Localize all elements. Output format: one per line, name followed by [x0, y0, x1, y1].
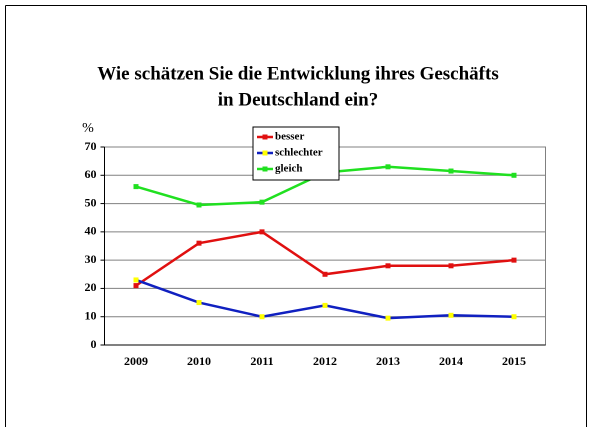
y-tick-label: 50	[85, 195, 97, 209]
x-tick-label: 2015	[502, 354, 526, 368]
point-marker	[133, 184, 139, 190]
point-marker	[196, 202, 202, 208]
point-marker	[196, 240, 202, 246]
x-tick-label: 2013	[376, 354, 400, 368]
legend-label: gleich	[275, 163, 303, 175]
point-marker	[322, 302, 328, 308]
point-marker	[259, 199, 265, 205]
legend-marker	[262, 166, 268, 172]
y-tick-label: 0	[91, 337, 97, 351]
chart-subtitle: in Deutschland ein?	[218, 89, 378, 110]
point-marker	[322, 271, 328, 277]
x-tick-label: 2014	[439, 354, 463, 368]
y-tick-label: 30	[85, 252, 97, 266]
y-tick-label: 40	[85, 224, 97, 238]
point-marker	[448, 263, 454, 269]
legend-marker	[262, 134, 268, 140]
point-marker	[133, 277, 139, 283]
y-tick-label: 60	[85, 167, 97, 181]
y-tick-label: 20	[85, 280, 97, 294]
chart-title: Wie schätzen Sie die Entwicklung ihres G…	[97, 63, 498, 84]
point-marker	[511, 172, 517, 178]
legend-marker	[262, 150, 268, 156]
point-marker	[385, 263, 391, 269]
x-tick-label: 2009	[124, 354, 148, 368]
point-marker	[259, 314, 265, 320]
x-tick-label: 2011	[250, 354, 273, 368]
point-marker	[196, 300, 202, 306]
x-tick-label: 2012	[313, 354, 337, 368]
point-marker	[133, 283, 139, 289]
point-marker	[385, 315, 391, 321]
legend-label: schlechter	[275, 147, 323, 159]
y-tick-label: 10	[85, 308, 97, 322]
point-marker	[259, 229, 265, 235]
x-tick-label: 2010	[187, 354, 211, 368]
point-marker	[385, 164, 391, 170]
point-marker	[448, 312, 454, 318]
y-axis-label: %	[82, 121, 94, 136]
point-marker	[448, 168, 454, 174]
legend-label: besser	[275, 131, 304, 143]
point-marker	[511, 314, 517, 320]
point-marker	[511, 257, 517, 263]
y-tick-label: 70	[85, 139, 97, 153]
